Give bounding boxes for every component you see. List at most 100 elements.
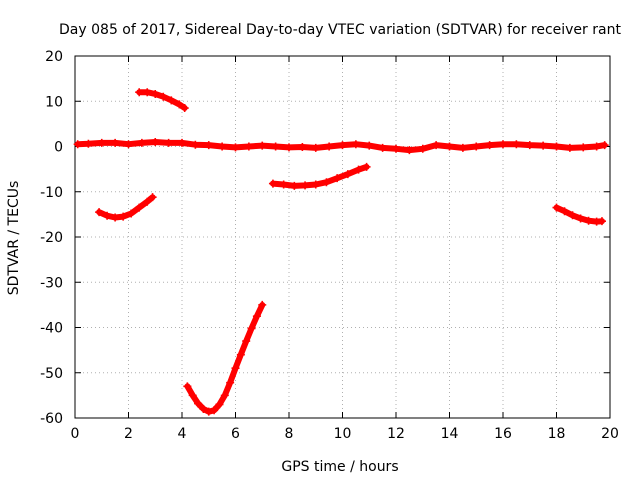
data-point [167,96,176,105]
data-point [552,142,561,151]
x-tick-label: 2 [124,426,133,442]
data-point [458,143,467,152]
series-arc-5 [552,203,606,226]
x-tick-label: 12 [387,426,405,442]
data-point [584,216,593,225]
data-point [159,92,168,101]
data-point [362,162,371,171]
data-point [215,400,224,409]
data-point [258,300,267,309]
data-point [210,406,219,415]
data-point [178,138,186,147]
data-point [244,142,253,151]
data-point [472,142,481,151]
series-arc-1 [95,193,157,222]
y-tick-label: 20 [45,49,63,65]
x-tick-label: 0 [71,426,80,442]
axis-ticks [74,55,611,419]
data-point [148,193,157,202]
data-point [525,141,534,150]
x-tick-label: 8 [285,426,294,442]
data-point [143,88,152,97]
data-point [311,143,320,152]
data-point [103,211,112,220]
x-tick-label: 10 [334,426,352,442]
grid-lines [75,56,610,418]
data-series [73,88,609,416]
data-point [279,180,288,189]
data-point [204,141,213,150]
data-point [351,140,360,149]
series-arc-4 [268,162,371,190]
data-point [378,143,387,152]
data-point [325,142,334,151]
data-point [111,213,120,222]
data-point [365,141,374,150]
data-point [97,138,106,147]
x-tick-label: 14 [441,426,459,442]
data-point [592,142,601,151]
x-tick-label: 20 [601,426,619,442]
data-point [290,181,299,190]
data-point [194,399,203,408]
y-tick-label: 10 [45,94,63,110]
data-point [151,137,160,146]
data-point [539,141,548,150]
data-point [600,141,609,150]
data-point [124,140,133,149]
data-point [392,144,400,153]
y-tick-label: -60 [40,411,63,427]
data-point [579,143,588,152]
series-arc-3 [183,300,267,416]
data-point [143,197,152,206]
data-point [512,140,521,149]
data-point [285,143,293,152]
data-point [485,141,494,150]
data-point [231,364,240,373]
data-point [242,337,251,346]
data-point [565,143,574,152]
data-point [226,378,235,387]
data-point [204,407,213,416]
series-trace [269,163,370,189]
data-point [268,179,277,188]
y-tick-label: -10 [40,185,63,201]
data-point [111,138,120,147]
data-point [258,141,267,150]
y-axis-label: SDTVAR / TECUs [6,181,22,296]
data-point [135,203,144,212]
data-point [560,207,569,216]
data-point [247,324,256,333]
y-tick-label: 0 [54,140,63,156]
data-point [322,178,331,187]
x-tick-label: 16 [494,426,512,442]
data-point [418,144,427,153]
data-point [252,312,261,321]
data-point [218,142,227,151]
y-tick-label: -20 [40,230,63,246]
data-point [199,404,208,413]
chart-title: Day 085 of 2017, Sidereal Day-to-day VTE… [59,22,621,38]
data-point [552,203,561,212]
data-point [135,88,144,97]
data-point [127,209,136,218]
data-point [301,181,310,190]
data-point [405,146,414,155]
y-tick-label: -40 [40,321,63,337]
data-point [231,143,240,152]
data-point [311,180,320,189]
data-point [499,140,507,149]
data-point [191,140,200,149]
data-point [137,138,146,147]
y-tick-label: -30 [40,275,63,291]
data-point [84,139,93,148]
x-tick-label: 18 [548,426,566,442]
data-point [175,100,184,109]
data-point [119,212,128,221]
series-arc-2 [135,88,189,113]
data-point [568,211,577,220]
data-point [180,104,189,113]
data-point [271,142,280,151]
data-point [343,170,352,179]
